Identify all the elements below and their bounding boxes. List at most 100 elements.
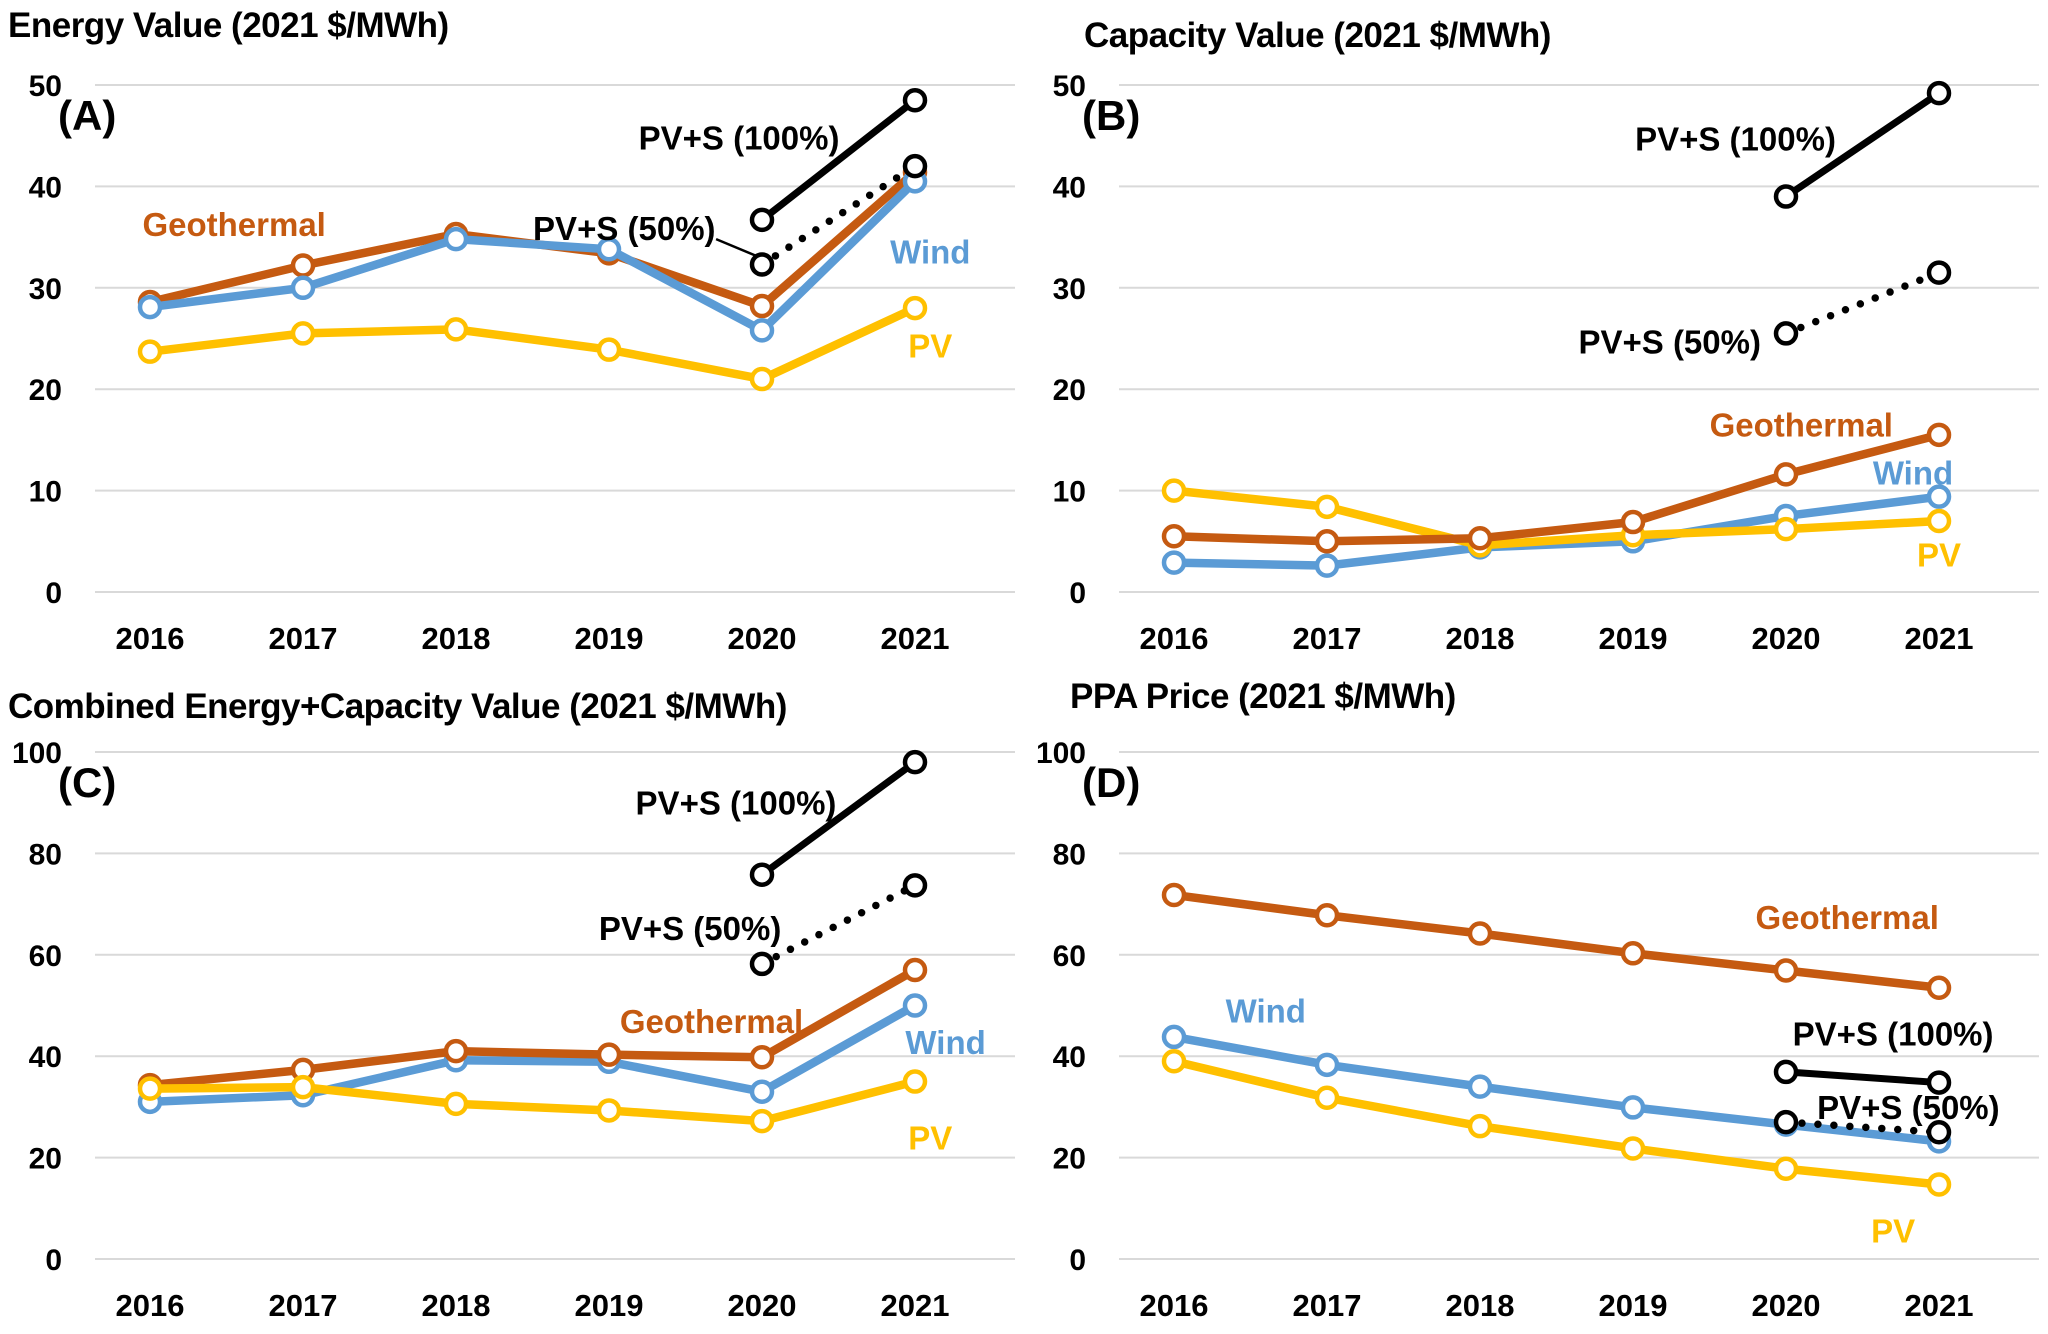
data-point-marker [1467,526,1493,551]
series-line [149,178,918,336]
data-point-marker [1773,958,1799,983]
data-point-marker [1926,1120,1952,1145]
data-point-marker [749,252,775,277]
series-pv-s-100: PV+S (100%) [639,87,928,233]
data-point-marker [749,366,775,392]
data-point-marker [1161,1024,1187,1050]
y-axis-tick-labels: 0 10 20 30 40 50 [1053,70,1086,610]
data-point-marker [596,1042,622,1067]
data-point-marker [1467,1113,1493,1139]
series-label: PV+S (100%) [1635,121,1836,158]
y-tick-label: 20 [1053,374,1086,407]
y-tick-label: 100 [12,737,62,770]
series-label: PV+S (100%) [639,120,840,157]
x-tick-label: 2019 [1599,621,1668,656]
series-line [758,162,919,269]
data-point-marker [1926,80,1952,106]
panel-b-title: Capacity Value (2021 $/MWh) [1084,16,1551,55]
series-line [149,966,918,1090]
data-point-marker [290,253,316,278]
series-line [758,881,919,968]
data-point-marker [290,1074,316,1100]
data-point-marker [1620,941,1646,966]
y-tick-label: 0 [1069,1244,1086,1277]
x-tick-label: 2021 [881,1288,950,1323]
data-point-marker [1773,1156,1799,1182]
data-point-marker [1620,1136,1646,1161]
data-point-marker [902,993,928,1018]
gridlines [95,751,1015,1260]
data-point-marker [1161,1049,1187,1074]
data-point-marker [1773,1109,1799,1135]
series-geothermal: Geothermal [1161,407,1952,554]
panel-b-capacity-value: Capacity Value (2021 $/MWh) 0 10 20 30 40 50 2… [1024,0,2048,667]
series-label: Geothermal [142,206,325,243]
x-tick-label: 2018 [1446,1288,1515,1323]
y-tick-label: 80 [29,838,62,871]
series-line [1173,486,1940,550]
data-point-marker [1773,516,1799,542]
y-tick-label: 20 [1053,1143,1086,1176]
series-line [1782,1118,1943,1136]
x-axis-tick-labels: 2016 2017 2018 2019 2020 2021 [1140,621,1974,656]
x-tick-label: 2021 [881,621,950,656]
panel-c-title: Combined Energy+Capacity Value (2021 $/M… [8,687,787,726]
data-point-marker [1314,529,1340,554]
x-tick-label: 2016 [116,1288,185,1323]
data-point-marker [902,295,928,321]
data-point-marker [1314,494,1340,520]
data-point-marker [1467,921,1493,946]
series-line [1173,1057,1940,1189]
y-tick-label: 40 [29,171,62,204]
combined-value-chart: 0 20 40 60 80 100 2016 2017 2018 2019 2020 2021 (C) W… [12,737,1015,1323]
data-point-marker [1161,523,1187,549]
data-point-marker [902,749,928,775]
data-point-marker [749,293,775,319]
data-point-marker [596,237,622,262]
data-point-marker [749,1108,775,1134]
data-point-marker [1314,1085,1340,1111]
data-point-marker [1773,184,1799,209]
y-tick-label: 50 [29,70,62,103]
series-label: PV+S (100%) [636,785,837,822]
series-line [149,304,917,384]
series-wind: Wind [137,169,970,343]
data-point-marker [290,321,316,346]
data-point-marker [1926,508,1952,534]
series-label: PV+S (100%) [1793,1015,1994,1052]
series-label: PV [908,1119,952,1156]
series-pv: PV [1161,1049,1952,1250]
series-label: PV [1871,1213,1915,1250]
data-point-marker [1314,903,1340,928]
data-point-marker [749,318,775,343]
data-point-marker [443,226,469,252]
panel-d-ppa-price: PPA Price (2021 $/MWh) 0 20 40 60 80 100 2016 2… [1024,667,2048,1334]
data-point-marker [1926,1172,1952,1197]
y-axis-tick-labels: 0 20 40 60 80 100 [12,737,62,1277]
series-label: PV [1917,536,1961,573]
y-tick-label: 60 [29,940,62,973]
x-tick-label: 2021 [1905,621,1974,656]
x-tick-label: 2016 [1140,621,1209,656]
series-geothermal: Geothermal [1161,882,1952,1001]
series-label: Geothermal [620,1003,803,1040]
series-line [759,97,918,223]
y-tick-label: 0 [1069,577,1086,610]
series-pv-s-50: PV+S (50%) [1773,1089,2000,1145]
x-tick-label: 2020 [728,1288,797,1323]
data-point-marker [1620,1095,1646,1120]
x-axis-tick-labels: 2016 2017 2018 2019 2020 2021 [116,1288,950,1323]
panel-d-title: PPA Price (2021 $/MWh) [1070,677,1456,716]
x-axis-tick-labels: 2016 2017 2018 2019 2020 2021 [1140,1288,1974,1323]
y-tick-label: 40 [1053,171,1086,204]
series-line [149,1001,918,1107]
ppa-price-chart: 0 20 40 60 80 100 2016 2017 2018 2019 2020 2021 (D) G… [1036,737,2039,1323]
panel-a-energy-value: Energy Value (2021 $/MWh) 0 10 20 30 40 50 201… [0,0,1024,667]
data-point-marker [1926,975,1952,1001]
y-tick-label: 60 [1053,940,1086,973]
gridlines [95,84,1015,593]
series-pv-s-100: PV+S (100%) [1635,80,1952,209]
data-point-marker [137,1076,163,1101]
panel-letter: (B) [1082,92,1140,139]
x-tick-label: 2019 [1599,1288,1668,1323]
